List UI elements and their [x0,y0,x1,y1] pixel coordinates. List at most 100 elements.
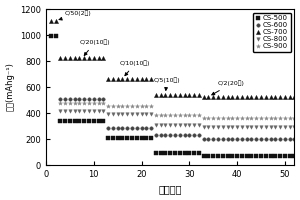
CS-900 [212,117,215,119]
CS-900 [116,105,119,107]
CS-900 [202,117,206,119]
CS-600 [78,98,81,100]
Text: C/2(20次): C/2(20次) [212,81,245,95]
CS-900 [278,117,282,119]
CS-900 [274,117,277,119]
CS-800 [207,125,210,128]
CS-900 [97,101,100,104]
CS-800 [183,124,186,127]
CS-600 [164,134,167,136]
CS-900 [164,114,167,116]
CS-600 [125,127,129,129]
CS-600 [274,138,277,140]
CS-800 [274,125,277,128]
CS-900 [245,117,248,119]
CS-600 [250,138,253,140]
CS-600 [92,98,96,100]
CS-600 [68,98,72,100]
CS-500 [292,155,296,157]
CS-700 [212,96,215,99]
CS-800 [58,110,62,112]
CS-600 [192,134,196,136]
CS-800 [269,125,272,128]
CS-600 [135,127,139,129]
CS-600 [145,127,148,129]
CS-600 [130,127,134,129]
CS-600 [154,134,158,136]
CS-900 [230,117,234,119]
CS-900 [78,101,81,104]
CS-500 [212,155,215,157]
CS-800 [188,124,191,127]
CS-800 [82,110,86,112]
CS-900 [82,101,86,104]
CS-600 [254,138,258,140]
CS-600 [292,138,296,140]
CS-600 [221,138,225,140]
CS-600 [183,134,186,136]
CS-900 [178,114,181,116]
CS-800 [245,125,248,128]
CS-500 [49,35,52,38]
CS-800 [149,113,153,116]
CS-800 [97,110,100,112]
CS-800 [130,113,134,116]
CS-800 [63,110,67,112]
CS-900 [192,114,196,116]
CS-600 [178,134,181,136]
CS-900 [240,117,244,119]
CS-900 [250,117,253,119]
CS-800 [288,125,292,128]
Line: CS-700: CS-700 [49,19,296,100]
CS-500 [164,152,167,155]
CS-600 [264,138,268,140]
CS-600 [116,127,119,129]
CS-900 [226,117,229,119]
CS-900 [197,114,201,116]
CS-600 [111,127,115,129]
CS-800 [106,113,110,116]
CS-800 [292,125,296,128]
CS-800 [78,110,81,112]
CS-600 [101,98,105,100]
CS-800 [264,125,268,128]
CS-600 [212,138,215,140]
CS-800 [235,125,239,128]
CS-600 [269,138,272,140]
CS-900 [87,101,91,104]
Text: C/10(10次): C/10(10次) [120,61,151,76]
CS-600 [121,127,124,129]
CS-900 [145,105,148,107]
CS-900 [121,105,124,107]
CS-700 [278,96,282,99]
CS-800 [159,124,163,127]
CS-900 [168,114,172,116]
Text: C/50(2次): C/50(2次) [59,11,92,20]
CS-800 [121,113,124,116]
CS-800 [240,125,244,128]
CS-900 [216,117,220,119]
CS-600 [230,138,234,140]
CS-800 [216,125,220,128]
CS-500 [68,120,72,123]
CS-600 [106,127,110,129]
CS-600 [173,134,177,136]
CS-900 [259,117,263,119]
CS-900 [106,105,110,107]
CS-600 [278,138,282,140]
CS-800 [230,125,234,128]
CS-600 [259,138,263,140]
CS-700 [202,96,206,99]
CS-900 [235,117,239,119]
CS-900 [63,101,67,104]
CS-800 [178,124,181,127]
CS-800 [221,125,225,128]
CS-600 [63,98,67,100]
CS-600 [149,127,153,129]
CS-800 [73,110,76,112]
CS-600 [283,138,287,140]
CS-800 [226,125,229,128]
CS-700 [135,77,139,80]
CS-900 [92,101,96,104]
Text: C/20(10次): C/20(10次) [80,40,110,55]
